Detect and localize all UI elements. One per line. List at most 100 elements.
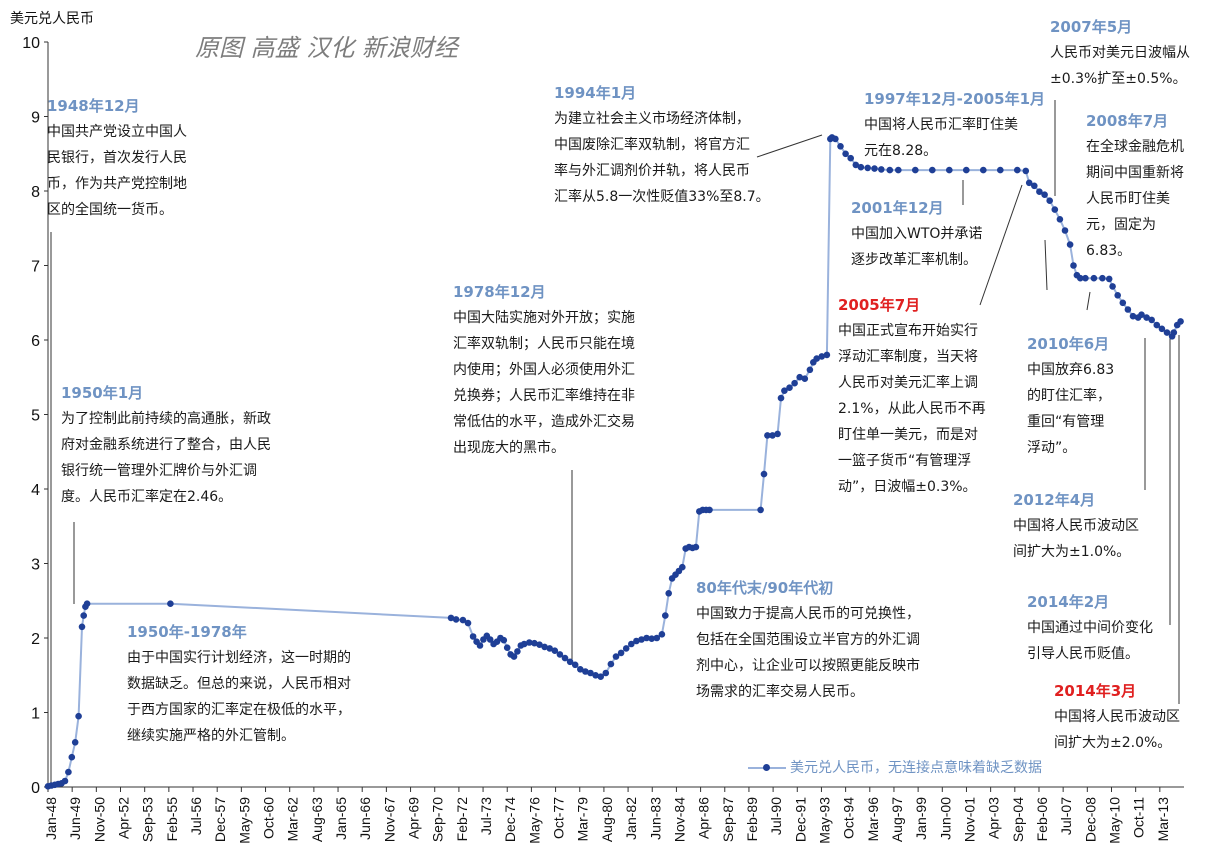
x-tick-label: May-10 (1106, 797, 1122, 844)
data-point (806, 366, 814, 374)
data-point (801, 375, 809, 383)
data-point (71, 739, 79, 746)
leader-line (1044, 239, 1048, 291)
data-point (83, 600, 91, 607)
data-point (1129, 312, 1137, 320)
y-tick-label: 0 (31, 780, 40, 797)
data-point (531, 639, 538, 647)
data-point (929, 166, 936, 174)
data-point (500, 636, 508, 644)
y-tick-label: 3 (31, 557, 40, 574)
x-tick-label: Jul-90 (768, 797, 784, 835)
data-point (679, 563, 686, 571)
x-tick-label: May-93 (816, 797, 832, 844)
data-point (536, 641, 543, 648)
y-tick-label: 2 (31, 631, 40, 648)
legend-swatch (748, 762, 786, 774)
data-point (1124, 306, 1132, 313)
data-point (837, 143, 844, 150)
x-tick-label: Mar-13 (1155, 797, 1171, 842)
y-tick-label: 4 (31, 482, 40, 499)
data-point (1099, 274, 1106, 282)
data-point (864, 164, 871, 172)
data-point (847, 154, 854, 162)
data-point (1082, 274, 1089, 282)
data-point (1163, 329, 1171, 336)
x-tick-label: Nov-84 (671, 797, 687, 842)
leader-line (979, 184, 1023, 306)
x-tick-label: Jun-00 (937, 797, 953, 840)
data-point (886, 166, 894, 174)
data-point (1031, 182, 1038, 190)
x-tick-label: Feb-55 (164, 797, 180, 842)
data-point (1158, 325, 1166, 333)
data-point (757, 506, 764, 514)
data-point (1041, 191, 1048, 198)
annotation-2012-04: 2012年4月 中国将人民币波动区 间扩大为±1.0%。 (1013, 491, 1139, 560)
x-tick-label: Nov-01 (961, 797, 977, 842)
data-point (476, 642, 484, 649)
data-point (1177, 318, 1184, 325)
data-point (1046, 197, 1053, 204)
data-point (818, 353, 826, 360)
leader-line (1086, 291, 1091, 311)
data-point (1105, 275, 1113, 283)
data-point (628, 640, 635, 648)
data-point (592, 672, 599, 679)
chart-legend: 美元兑人民币，无连接点意味着缺乏数据 (748, 757, 1042, 777)
annotation-1997-2005: 1997年12月-2005年1月 中国将人民币汇率盯住美 元在8.28。 (864, 90, 1046, 159)
data-point (1114, 292, 1121, 299)
data-point (643, 634, 650, 642)
data-point (1051, 206, 1059, 213)
x-tick-label: Aug-63 (309, 797, 325, 842)
data-point (774, 430, 781, 438)
annotation-2007-05: 2007年5月 人民币对美元日波幅从 ±0.3%扩至±0.5%。 (1050, 18, 1190, 87)
x-tick-label: Apr-69 (406, 797, 422, 839)
data-point (638, 636, 645, 643)
data-point (786, 384, 793, 392)
data-point (541, 643, 548, 651)
x-tick-label: Jan-65 (333, 797, 349, 840)
annotation-late-80s-early-90s: 80年代末/90年代初 中国致力于提高人民币的可兑换性， 包括在全国范围设立半官方… (696, 579, 920, 700)
data-point (464, 619, 472, 627)
x-tick-label: May-59 (236, 797, 252, 844)
data-point (832, 135, 839, 143)
x-tick-label: Apr-03 (986, 797, 1002, 839)
annotation-1948-12: 1948年12月 中国共产党设立中国人 民银行，首次发行人民 币，作为共产党控制地… (47, 97, 187, 218)
data-point (566, 658, 574, 666)
data-point (1109, 283, 1116, 290)
annotation-2010-06: 2010年6月 中国放弃6.83 的盯住汇率， 重回“有管理 浮动”。 (1027, 335, 1115, 456)
x-tick-label: Apr-86 (696, 797, 712, 839)
y-tick-label: 8 (31, 184, 40, 201)
data-point (706, 506, 713, 514)
data-point (633, 637, 640, 645)
x-tick-label: Nov-50 (91, 797, 107, 842)
data-point (561, 654, 569, 662)
x-tick-label: Mar-96 (865, 797, 881, 842)
data-point (597, 673, 604, 680)
series-usd-cny (44, 134, 1184, 790)
data-point (459, 616, 467, 624)
x-tick-label: Oct-77 (551, 797, 567, 839)
data-point (1138, 311, 1145, 319)
data-point (665, 590, 672, 597)
annotation-leader-lines (50, 100, 1180, 787)
data-point (1022, 167, 1030, 175)
data-point (823, 351, 831, 359)
data-point (852, 161, 860, 169)
data-point (551, 647, 559, 654)
data-point (1025, 179, 1033, 187)
data-point (791, 379, 798, 387)
x-tick-label: Aug-80 (599, 797, 615, 842)
x-tick-label: Jul-73 (478, 797, 494, 835)
x-tick-label: Dec-91 (792, 797, 808, 842)
annotation-1950-1978: 1950年-1978年 由于中国实行计划经济，这一时期的 数据缺乏。但总的来说，人… (127, 623, 351, 744)
annotation-2014-03: 2014年3月 中国将人民币波动区 间扩大为±2.0%。 (1054, 682, 1180, 751)
y-tick-label: 5 (31, 408, 40, 425)
x-tick-label: Oct-11 (1131, 797, 1147, 838)
x-tick-label: Oct-60 (261, 797, 277, 839)
data-point (469, 633, 477, 640)
data-point (1036, 188, 1043, 195)
data-point (61, 777, 69, 785)
